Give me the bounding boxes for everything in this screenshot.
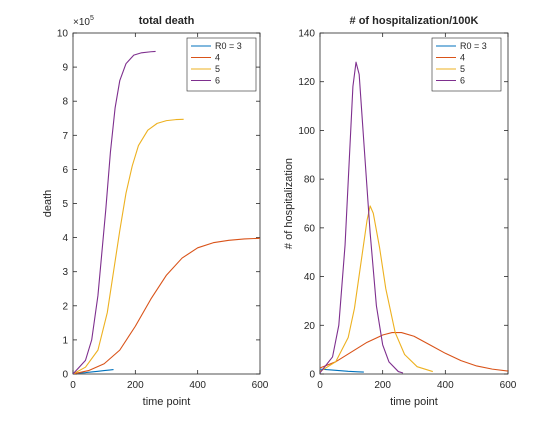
x-axis-label: time point [143, 396, 191, 408]
y-tick-label: 5 [62, 199, 68, 210]
x-tick-label: 0 [317, 380, 323, 391]
x-tick-label: 200 [374, 380, 391, 391]
x-tick-label: 600 [252, 380, 269, 391]
legend-box [431, 37, 502, 92]
y-tick-label: 2 [62, 301, 68, 312]
legend-label-3: 5 [460, 64, 465, 74]
legend-label-4: 6 [215, 76, 220, 86]
y-tick-label: 8 [62, 97, 68, 108]
y-tick-label: 100 [298, 126, 315, 137]
y-exponent-label: ×105 [73, 15, 94, 28]
series-line-4 [73, 50, 156, 374]
chart-title: total death [139, 15, 195, 27]
legend-label-3: 5 [215, 64, 220, 74]
chart-title: # of hospitalization/100K [350, 15, 479, 27]
y-tick-label: 140 [298, 29, 315, 40]
x-tick-label: 400 [437, 380, 454, 391]
series-line-1 [320, 368, 364, 373]
y-tick-label: 40 [304, 272, 316, 283]
legend-label-2: 4 [215, 53, 220, 63]
legend-label-1: R0 = 3 [215, 41, 242, 51]
y-tick-label: 0 [62, 370, 68, 381]
y-tick-label: 9 [62, 63, 68, 74]
plot-area [319, 32, 509, 375]
x-tick-label: 0 [70, 380, 76, 391]
y-tick-label: 1 [62, 335, 68, 346]
y-tick-label: 60 [304, 223, 316, 234]
y-tick-label: 7 [62, 131, 68, 142]
series-line-2 [320, 332, 508, 372]
y-tick-label: 4 [62, 233, 68, 244]
y-axis-label: # of hospitalization [283, 158, 295, 249]
y-exponent-base: ×10 [73, 17, 90, 28]
x-tick-label: 600 [500, 380, 517, 391]
legend-box [186, 37, 257, 92]
x-tick-label: 400 [189, 380, 206, 391]
series-line-3 [320, 205, 433, 373]
y-tick-label: 6 [62, 165, 68, 176]
y-tick-label: 20 [304, 321, 316, 332]
chart-2: 0 200 400 600 0 20 40 60 80 100 120 140 # of hospita… [283, 15, 517, 408]
y-tick-label: 10 [57, 29, 69, 40]
series-line-3 [73, 118, 184, 374]
y-tick-label: 3 [62, 267, 68, 278]
x-tick-label: 200 [127, 380, 144, 391]
y-exponent-power: 5 [90, 15, 94, 22]
y-tick-label: 0 [309, 370, 315, 381]
series-line-4 [320, 61, 404, 374]
legend-label-1: R0 = 3 [460, 41, 487, 51]
legend-label-2: 4 [460, 53, 465, 63]
y-tick-label: 80 [304, 175, 316, 186]
series-line-2 [73, 237, 260, 374]
legend-label-4: 6 [460, 76, 465, 86]
y-tick-label: 120 [298, 77, 315, 88]
x-axis-label: time point [390, 396, 438, 408]
y-axis-label: death [42, 190, 54, 218]
